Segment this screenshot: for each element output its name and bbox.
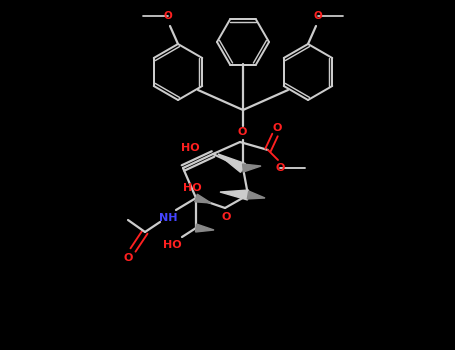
Polygon shape	[218, 154, 245, 172]
Text: HO: HO	[182, 143, 200, 153]
Text: O: O	[164, 11, 172, 21]
Text: HO: HO	[163, 240, 181, 250]
Polygon shape	[248, 191, 265, 199]
Text: O: O	[238, 127, 247, 137]
Text: O: O	[313, 11, 323, 21]
Polygon shape	[195, 194, 211, 203]
Polygon shape	[220, 190, 248, 200]
Text: O: O	[275, 163, 285, 173]
Text: O: O	[123, 253, 133, 263]
Text: NH: NH	[159, 213, 177, 223]
Text: HO: HO	[183, 183, 202, 193]
Text: O: O	[221, 212, 231, 222]
Polygon shape	[243, 164, 261, 172]
Text: O: O	[272, 123, 282, 133]
Polygon shape	[196, 224, 214, 232]
